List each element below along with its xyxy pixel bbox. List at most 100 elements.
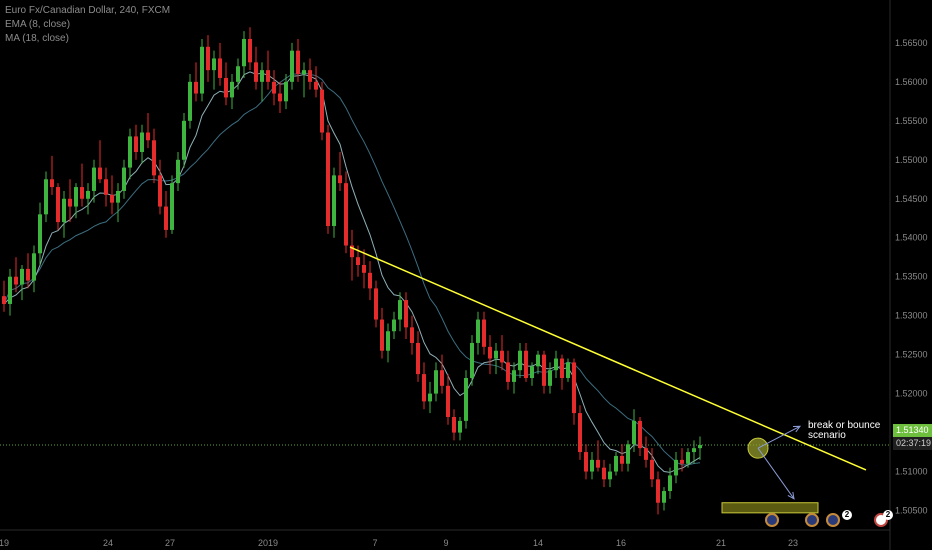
countdown-label: 02:37:19 (893, 437, 932, 450)
candle-body (242, 38, 246, 67)
candle-body (212, 58, 216, 71)
candle-body (224, 77, 228, 98)
candle-body (536, 354, 540, 367)
candle-body (680, 459, 684, 464)
x-tick-label: 21 (716, 538, 726, 548)
candle-body (350, 245, 354, 258)
candle-body (80, 187, 84, 199)
annotation-line-1: break or bounce (808, 420, 881, 431)
candle-body (278, 93, 282, 102)
candle-body (524, 350, 528, 379)
annotation-layer (349, 246, 867, 514)
candle-body (596, 459, 600, 468)
candle-body (266, 70, 270, 82)
candle-body (182, 120, 186, 160)
candle-body (584, 452, 588, 472)
candle-body (296, 50, 300, 75)
candle-body (44, 179, 48, 215)
candle-body (188, 81, 192, 121)
candle-body (152, 140, 156, 176)
chart-legend: Euro Fx/Canadian Dollar, 240, FXCM EMA (… (5, 4, 170, 46)
event-flag-icon[interactable] (765, 513, 779, 527)
candle-body (74, 187, 78, 207)
x-tick-label: 7 (372, 538, 377, 548)
y-tick-label: 1.54000 (895, 233, 928, 243)
candle-body (656, 479, 660, 503)
annotation-text: break or bounce scenario (808, 421, 880, 441)
ema-legend: EMA (8, close) (5, 19, 71, 30)
event-flag-icon[interactable] (826, 513, 840, 527)
candle-body (320, 89, 324, 133)
y-tick-label: 1.55500 (895, 116, 928, 126)
candle-body (446, 385, 450, 417)
candle-body (8, 276, 12, 304)
candle-body (170, 183, 174, 230)
candle-body (620, 455, 624, 464)
candle-body (302, 70, 306, 75)
candle-body (254, 62, 258, 82)
candle-body (626, 444, 630, 464)
x-tick-label: 16 (616, 538, 626, 548)
candle-body (338, 175, 342, 184)
candle-body (134, 136, 138, 152)
candle-body (332, 175, 336, 227)
candle-body (662, 491, 666, 503)
candle-body (50, 179, 54, 188)
support-zone (721, 502, 819, 514)
y-tick-label: 1.55000 (895, 155, 928, 165)
candle-body (122, 167, 126, 191)
candle-body (404, 300, 408, 328)
annotation-line-2: scenario (808, 430, 846, 441)
candle-body (290, 50, 294, 82)
candle-body (494, 350, 498, 359)
candle-body (602, 467, 606, 480)
candle-body (590, 459, 594, 472)
arrow-up (757, 425, 801, 449)
candle-body (368, 272, 372, 289)
candle-body (518, 350, 522, 371)
candle-body (194, 81, 198, 94)
x-tick-label: 2019 (258, 538, 278, 548)
candle-body (386, 331, 390, 351)
chart-title: Euro Fx/Canadian Dollar, 240, FXCM (5, 5, 171, 16)
candle-body (176, 159, 180, 184)
candle-body (308, 70, 312, 82)
candle-body (614, 455, 618, 472)
candle-body (554, 358, 558, 371)
candle-body (146, 132, 150, 141)
event-count-badge: 2 (883, 510, 893, 520)
candle-body (158, 175, 162, 207)
x-tick-label: 14 (533, 538, 543, 548)
candle-body (128, 136, 132, 168)
event-count-badge: 2 (842, 510, 852, 520)
candle-body (434, 370, 438, 394)
candle-body (314, 81, 318, 90)
candle-body (674, 459, 678, 476)
candle-body (644, 448, 648, 460)
candle-body (464, 378, 468, 421)
y-tick-label: 1.56000 (895, 77, 928, 87)
candle-body (164, 206, 168, 230)
candle-body (98, 167, 102, 180)
candle-body (140, 132, 144, 152)
candle-body (452, 416, 456, 433)
candle-body (470, 342, 474, 379)
candle-body (14, 276, 18, 285)
candle-body (32, 253, 36, 281)
candle-body (650, 459, 654, 480)
arrowhead (792, 425, 802, 433)
candle-body (116, 190, 120, 203)
candle-body (248, 38, 252, 63)
current-price-label: 1.51340 (893, 424, 932, 437)
event-flag-icon[interactable] (805, 513, 819, 527)
candle-body (482, 319, 486, 347)
candle-body (86, 190, 90, 199)
y-tick-label: 1.53000 (895, 311, 928, 321)
candle-body (428, 393, 432, 402)
x-tick-label: 19 (0, 538, 9, 548)
x-tick-label: 24 (103, 538, 113, 548)
candle-body (542, 354, 546, 386)
candle-body (62, 198, 66, 223)
